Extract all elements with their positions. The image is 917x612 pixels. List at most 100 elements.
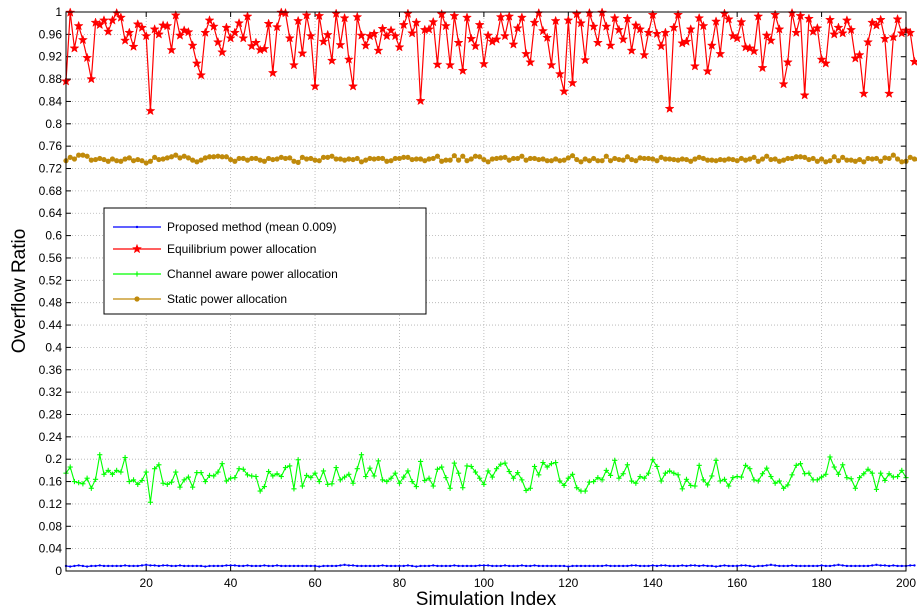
- data-point-equilibrium: [630, 20, 641, 30]
- data-point-static: [388, 158, 394, 164]
- data-point-proposed: [153, 564, 156, 567]
- data-point-equilibrium: [356, 30, 367, 40]
- data-point-channel-aware: [401, 474, 407, 480]
- x-tick-label: 80: [393, 576, 407, 590]
- data-point-proposed: [465, 564, 469, 568]
- data-point-channel-aware: [363, 473, 369, 480]
- data-point-channel-aware: [206, 472, 213, 479]
- data-point-channel-aware: [759, 471, 766, 477]
- data-point-equilibrium: [373, 45, 384, 55]
- data-point-channel-aware: [633, 480, 639, 486]
- data-point-channel-aware: [114, 467, 120, 473]
- data-point-static: [747, 156, 753, 162]
- data-point-proposed: [744, 564, 747, 567]
- data-point-equilibrium: [238, 32, 249, 43]
- data-point-channel-aware: [325, 481, 331, 487]
- data-point-proposed: [702, 564, 705, 567]
- data-point-channel-aware: [417, 458, 424, 465]
- data-point-channel-aware: [574, 485, 580, 491]
- data-point-static: [498, 155, 504, 161]
- data-point-static: [645, 155, 652, 162]
- data-point-static: [92, 156, 99, 163]
- data-point-static: [194, 159, 200, 165]
- data-point-channel-aware: [430, 483, 436, 489]
- data-point-equilibrium: [440, 20, 451, 31]
- y-tick-label: 1: [55, 5, 62, 19]
- data-point-equilibrium: [196, 69, 207, 80]
- data-point-channel-aware: [282, 464, 289, 471]
- data-point-channel-aware: [126, 478, 132, 485]
- data-point-static: [814, 158, 820, 164]
- data-point-proposed: [246, 564, 249, 567]
- data-point-static: [481, 156, 487, 163]
- data-point-equilibrium: [398, 19, 409, 30]
- data-point-static: [249, 155, 255, 162]
- data-point-static: [755, 158, 761, 164]
- data-point-equilibrium: [377, 23, 388, 34]
- data-point-proposed: [470, 564, 473, 568]
- data-point-proposed: [102, 564, 106, 568]
- data-point-static: [228, 156, 234, 163]
- data-point-proposed: [195, 564, 199, 568]
- data-point-static: [840, 154, 846, 160]
- data-point-channel-aware: [595, 475, 601, 481]
- data-point-equilibrium: [415, 95, 426, 106]
- data-point-proposed: [356, 564, 359, 568]
- data-point-static: [88, 157, 94, 163]
- data-point-static: [835, 158, 842, 164]
- data-point-equilibrium: [483, 30, 494, 40]
- data-point-equilibrium: [466, 33, 477, 44]
- data-point-proposed: [740, 564, 743, 567]
- data-point-static: [84, 153, 90, 159]
- data-point-channel-aware: [671, 470, 677, 476]
- data-point-static: [232, 158, 238, 164]
- data-point-equilibrium: [588, 21, 599, 31]
- data-point-proposed: [187, 564, 190, 568]
- data-point-proposed: [799, 564, 802, 568]
- data-point-channel-aware: [688, 482, 694, 489]
- series-static: [63, 152, 917, 166]
- y-tick-label: 0.8: [45, 117, 62, 131]
- data-point-static: [160, 156, 166, 162]
- data-point-proposed: [292, 564, 296, 568]
- data-point-channel-aware: [388, 475, 394, 481]
- data-point-equilibrium: [803, 13, 814, 24]
- data-point-proposed: [275, 564, 279, 567]
- data-point-channel-aware: [346, 471, 352, 477]
- data-point-equilibrium: [656, 40, 667, 51]
- data-point-channel-aware: [118, 469, 124, 475]
- data-point-channel-aware: [548, 461, 555, 467]
- data-point-proposed: [436, 564, 439, 568]
- data-point-channel-aware: [341, 474, 348, 480]
- data-point-proposed: [588, 564, 591, 568]
- data-point-equilibrium: [791, 27, 802, 37]
- data-point-proposed: [782, 564, 785, 568]
- data-point-channel-aware: [667, 468, 673, 474]
- series-layer: [60, 7, 917, 568]
- data-point-channel-aware: [856, 475, 863, 481]
- data-point-proposed: [204, 565, 207, 568]
- data-point-static: [574, 156, 580, 163]
- data-point-static: [911, 156, 917, 162]
- data-point-channel-aware: [405, 468, 411, 474]
- data-point-static: [266, 155, 272, 162]
- data-point-static: [354, 155, 360, 162]
- data-point-equilibrium: [689, 60, 701, 71]
- data-point-equilibrium: [841, 15, 852, 25]
- data-point-proposed: [360, 564, 363, 568]
- data-point-equilibrium: [394, 41, 405, 52]
- data-point-static: [624, 154, 631, 160]
- data-point-channel-aware: [679, 486, 685, 492]
- legend-marker-equilibrium: [131, 243, 143, 254]
- data-point-channel-aware: [730, 475, 736, 481]
- data-point-equilibrium: [761, 30, 772, 40]
- data-point-equilibrium: [381, 30, 392, 41]
- data-point-channel-aware: [894, 473, 901, 480]
- data-point-proposed: [757, 564, 760, 568]
- data-point-static: [181, 153, 187, 159]
- data-point-proposed: [765, 564, 768, 567]
- data-point-static: [899, 159, 905, 165]
- data-point-equilibrium: [217, 46, 228, 57]
- data-point-static: [865, 155, 871, 162]
- data-point-proposed: [638, 564, 642, 568]
